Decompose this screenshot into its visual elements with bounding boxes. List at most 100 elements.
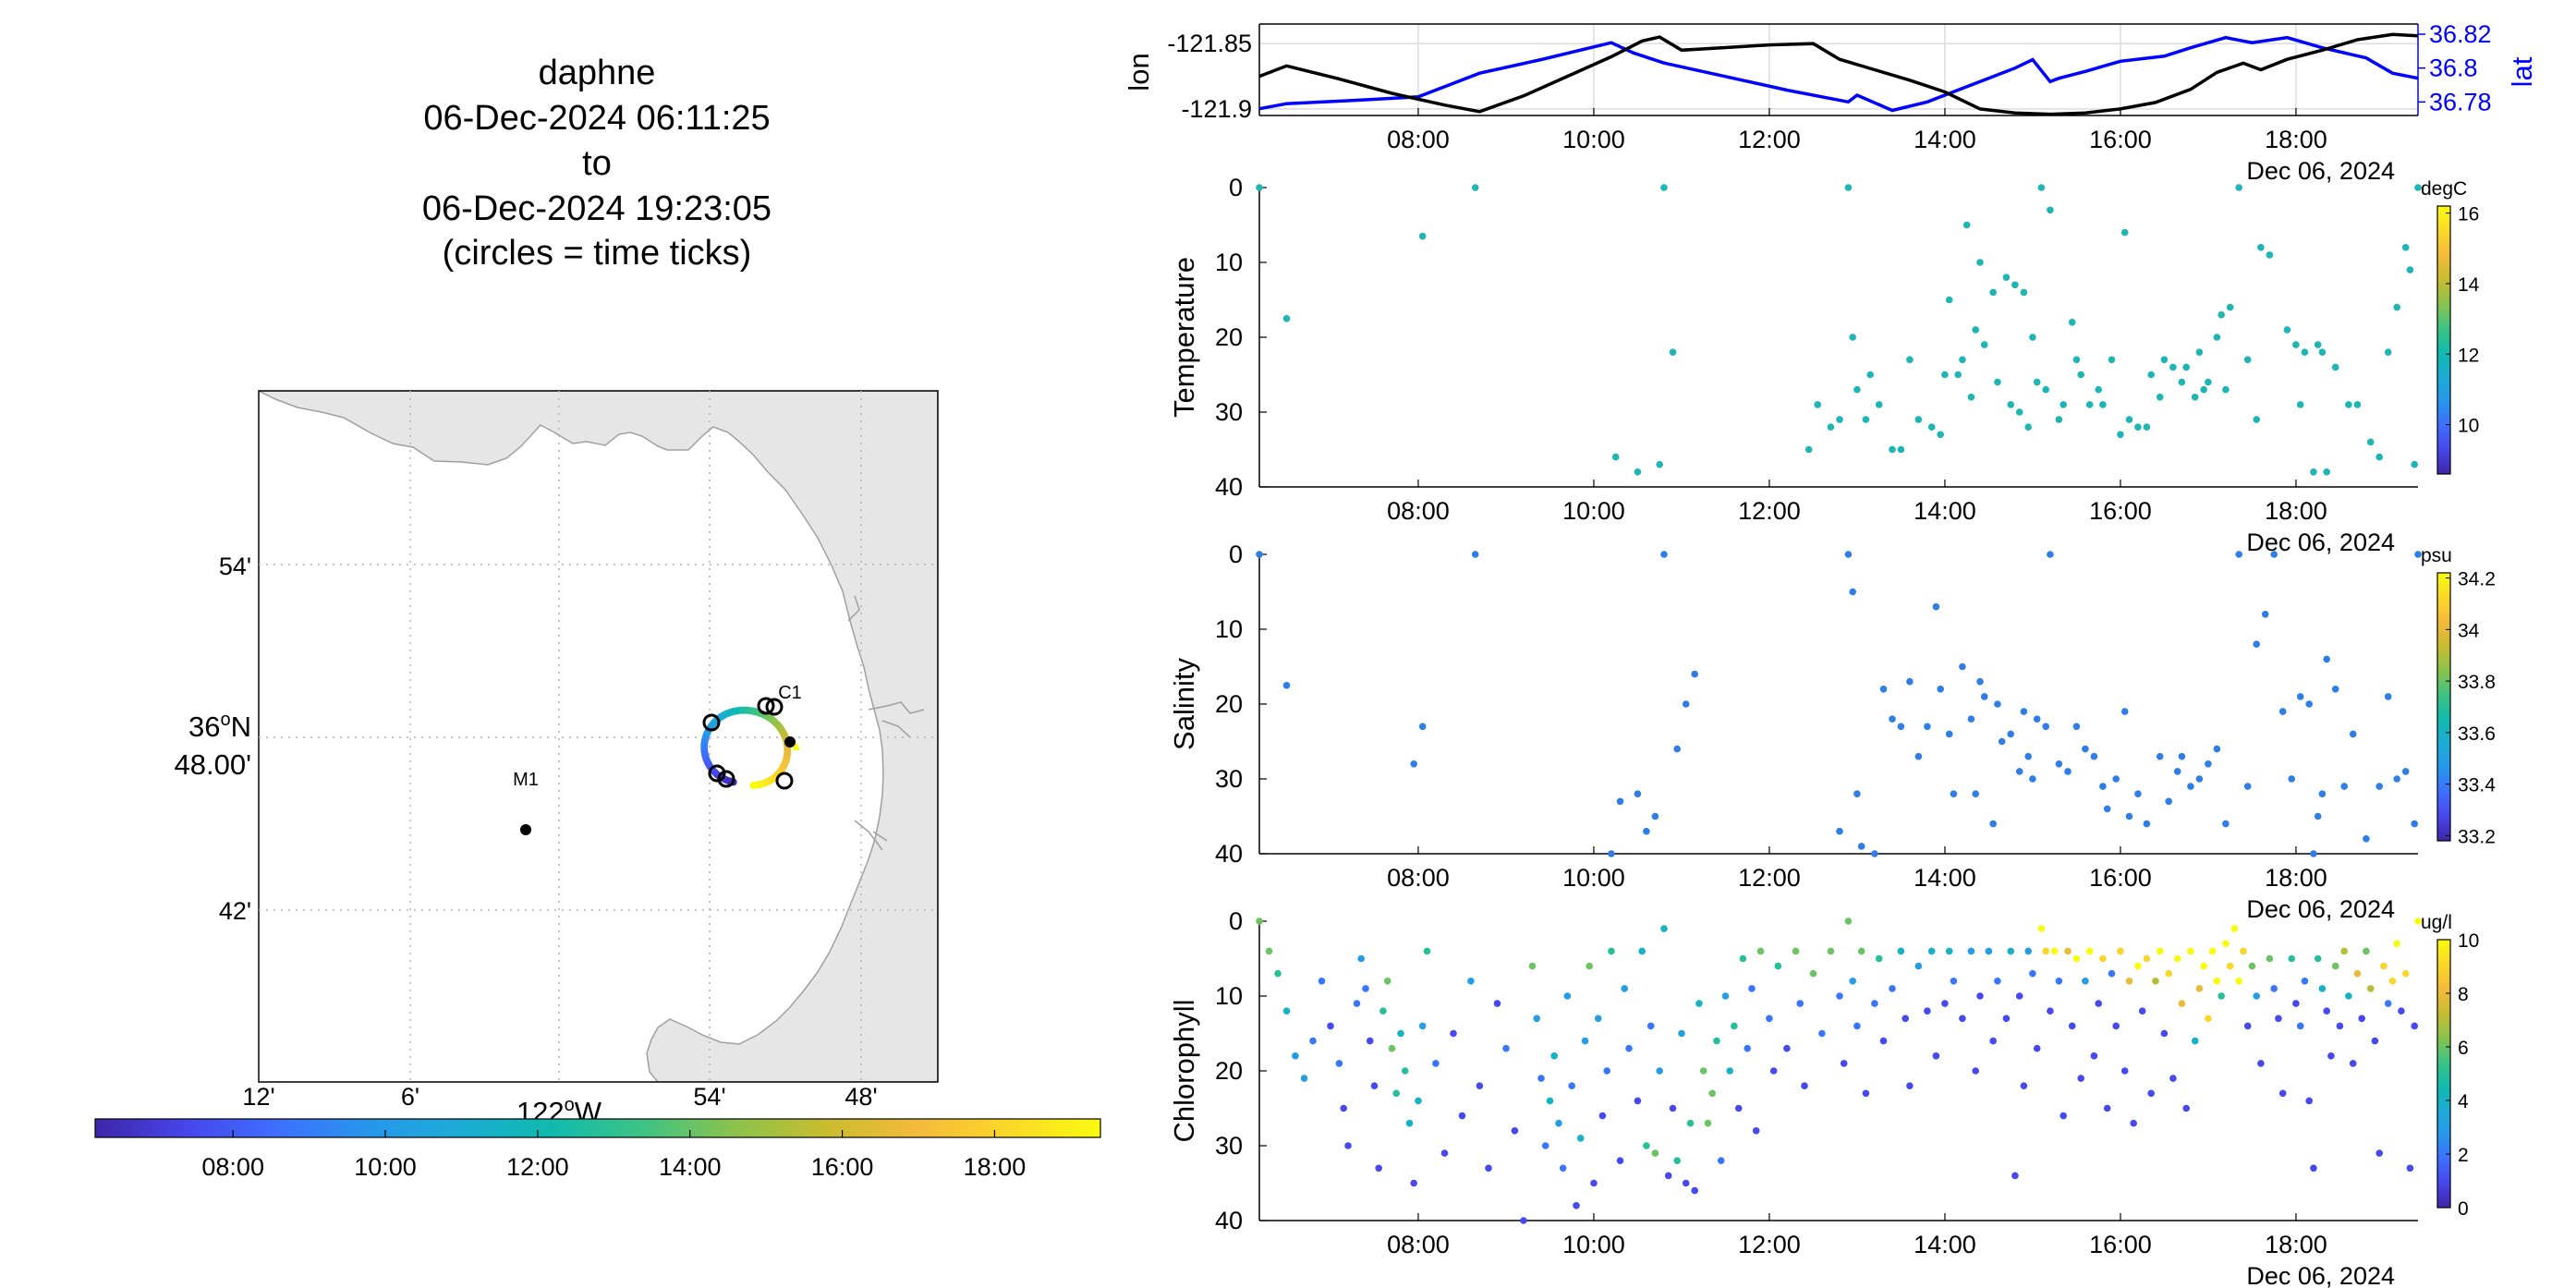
data-point (2213, 334, 2221, 341)
data-point (2301, 978, 2309, 985)
station-c1-marker (784, 736, 796, 747)
data-point (2191, 394, 2199, 401)
data-point (1937, 431, 1944, 439)
data-point (2165, 797, 2172, 806)
data-point (1256, 551, 1263, 558)
data-point (2095, 385, 2102, 394)
x-tick-label: 16:00 (2089, 497, 2152, 525)
data-point (1972, 790, 1979, 797)
data-point (1980, 693, 1988, 700)
data-point (1739, 954, 1747, 963)
data-point (1621, 985, 1628, 992)
data-point (1827, 423, 1835, 431)
data-point (1471, 184, 1479, 191)
data-point (1669, 348, 1677, 357)
data-point (1989, 820, 1997, 828)
data-point (1528, 962, 1537, 970)
colorbar-tick-label: 0 (2458, 1198, 2469, 1220)
data-point (1656, 460, 1663, 468)
data-point (1471, 551, 1479, 558)
data-point (2191, 1037, 2199, 1045)
data-point (2288, 954, 2295, 963)
data-point (1950, 978, 1958, 985)
colorbar-tick-label: 10 (2458, 416, 2479, 437)
data-point (1897, 947, 1905, 955)
data-point (2253, 640, 2260, 648)
data-point (1985, 947, 1993, 955)
time-colorbar-label: 18:00 (964, 1153, 1027, 1181)
data-point (1756, 947, 1765, 955)
data-point (2314, 341, 2322, 348)
data-point (1967, 947, 1975, 955)
y-tick-label: 0 (1229, 541, 1243, 568)
colorbar-tick-label: 34 (2458, 620, 2480, 641)
data-point (2169, 1075, 2177, 1082)
data-point (1809, 969, 1817, 978)
station-c1: C1 (778, 683, 802, 747)
data-point (1967, 394, 1975, 401)
y-axis-label: Salinity (1168, 658, 1200, 750)
data-point (1853, 790, 1861, 797)
data-point (1792, 947, 1800, 955)
data-point (1682, 700, 1690, 708)
title-line-5: (circles = time ticks) (443, 234, 752, 273)
x-tick-label: 18:00 (2265, 126, 2327, 153)
data-point (1814, 401, 1821, 408)
data-point (1410, 1179, 1417, 1187)
data-point (2257, 244, 2265, 251)
map-panel: 54' 42' 36oN 48.00' 12' 6' 122oW 54' 48'… (175, 390, 939, 1128)
data-point (2261, 611, 2269, 618)
data-point (1875, 954, 1883, 963)
data-point (2143, 954, 2151, 963)
data-point (2393, 940, 2400, 948)
data-point (1634, 468, 1642, 476)
data-point (2353, 401, 2362, 408)
x-tick-label: 16:00 (2089, 1231, 2152, 1258)
data-point (2178, 1000, 2186, 1007)
data-point (2108, 356, 2116, 364)
data-point (1646, 1022, 1655, 1030)
data-point (2099, 954, 2107, 963)
data-point (1924, 723, 1931, 731)
data-point (1608, 850, 1615, 857)
data-point (2248, 962, 2256, 970)
time-colorbar-ticks: 08:00 10:00 12:00 14:00 16:00 18:00 (201, 1130, 1026, 1181)
colorbar-tick-label: 34.2 (2458, 569, 2496, 590)
data-point (2310, 468, 2317, 476)
data-point (2029, 334, 2036, 341)
data-point (2165, 969, 2172, 978)
data-point (1537, 1075, 1545, 1082)
data-point (1292, 1052, 1299, 1060)
data-point (1708, 1089, 1716, 1098)
data-point (2037, 184, 2046, 191)
lon-tick-6: 6' (401, 1083, 419, 1111)
colorbar-unit-label: psu (2421, 545, 2452, 566)
data-point (1660, 551, 1668, 558)
data-point (2195, 348, 2204, 357)
data-point (2015, 992, 2023, 1000)
data-point (2240, 947, 2247, 955)
y-axis-label: Temperature (1168, 257, 1200, 418)
data-point (1375, 1164, 1382, 1173)
data-point (1866, 371, 1874, 379)
data-point (2345, 401, 2352, 408)
data-point (2143, 820, 2151, 828)
data-point (2414, 917, 2422, 925)
data-point (1598, 1112, 1607, 1120)
data-point (2376, 453, 2383, 461)
data-point (1827, 947, 1835, 955)
data-point (2270, 551, 2278, 558)
y-tick-label: 30 (1215, 398, 1243, 426)
data-point (1954, 371, 1962, 379)
y-tick-label: 40 (1215, 840, 1243, 868)
data-point (1836, 827, 1843, 835)
data-point (1875, 401, 1883, 408)
data-point (2331, 962, 2339, 970)
data-point (2072, 954, 2081, 963)
data-point (1559, 1164, 1567, 1173)
x-tick-label: 12:00 (1738, 1231, 1801, 1258)
data-point (2226, 303, 2234, 311)
lon-tick-12: 12' (242, 1083, 274, 1111)
data-point (1335, 1060, 1343, 1067)
